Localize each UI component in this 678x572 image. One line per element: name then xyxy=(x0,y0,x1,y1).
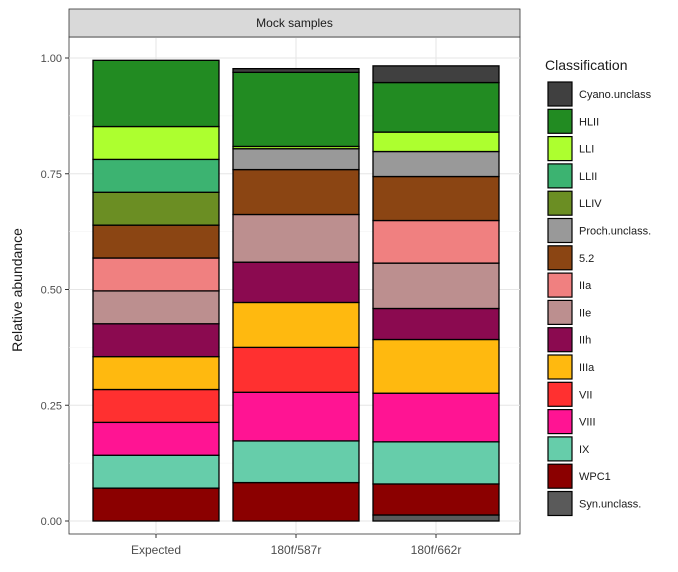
bar-segment-180f-587r-iiia xyxy=(232,301,360,349)
legend-key-vii xyxy=(547,381,573,407)
bar-segment-180f-662r-viii xyxy=(372,392,500,443)
bar-segment-180f-662r-iia xyxy=(372,219,500,264)
bar-segment-180f-662r-proch-unclass xyxy=(372,150,500,178)
x-tick-label: 180f/662r xyxy=(411,543,462,557)
y-tick-label: 0.50 xyxy=(41,285,62,297)
legend-key-llii xyxy=(547,163,573,189)
bar-segment-180f-587r-hlii xyxy=(232,71,360,148)
legend-key-iiia xyxy=(547,354,573,380)
bar-segment-expected-iiia xyxy=(92,355,220,391)
bar-segment-expected-hlii xyxy=(92,59,220,128)
bar-segment-expected-llii xyxy=(92,158,220,193)
bar-segment-expected-iie xyxy=(92,290,220,325)
bar-segment-180f-662r-ix xyxy=(372,441,500,485)
legend-label-hlii: HLII xyxy=(579,116,599,128)
bar-segment-180f-662r-syn-unclass xyxy=(372,514,500,522)
legend-key-lliv xyxy=(547,190,573,216)
bar-segment-180f-587r-viii xyxy=(232,391,360,442)
legend-label-proch-unclass: Proch.unclass. xyxy=(579,226,651,238)
legend-key-viii xyxy=(547,409,573,435)
legend-key-ix xyxy=(547,436,573,462)
legend-key-iie xyxy=(547,299,573,325)
bar-segment-expected-vii xyxy=(92,388,220,424)
bar-segment-expected-lliv xyxy=(92,191,220,226)
legend-label-5-2: 5.2 xyxy=(579,253,594,265)
legend-key-cyano-unclass xyxy=(547,81,573,107)
bar-segment-expected-5-2 xyxy=(92,224,220,259)
legend-label-wpc1: WPC1 xyxy=(579,471,611,483)
bar-segment-180f-662r-hlii xyxy=(372,81,500,133)
legend-label-iiia: IIIa xyxy=(579,362,595,374)
legend-label-iie: IIe xyxy=(579,307,591,319)
x-tick-label: 180f/587r xyxy=(271,543,322,557)
legend: Cyano.unclass HLII LLI LLII LLIV Proch.unclas… xyxy=(547,81,652,517)
bar-segment-180f-587r-cyano-unclass xyxy=(232,67,360,74)
legend-label-syn-unclass: Syn.unclass. xyxy=(579,499,641,511)
legend-label-llii: LLII xyxy=(579,171,597,183)
y-tick-label: 0.75 xyxy=(41,169,62,181)
bar-segment-180f-662r-iie xyxy=(372,262,500,310)
bar-segment-180f-587r-vii xyxy=(232,346,360,393)
bar-segment-180f-587r-proch-unclass xyxy=(232,148,360,171)
legend-label-lli: LLI xyxy=(579,144,594,156)
legend-label-viii: VIII xyxy=(579,417,596,429)
legend-label-ix: IX xyxy=(579,444,590,456)
y-axis: 0.00 0.25 0.50 0.75 1.00 xyxy=(41,53,69,528)
bar-segment-180f-587r-5-2 xyxy=(232,168,360,216)
y-tick-label: 0.25 xyxy=(41,400,62,412)
legend-label-vii: VII xyxy=(579,389,592,401)
facet-label: Mock samples xyxy=(256,16,333,30)
y-tick-label: 0.00 xyxy=(41,516,62,528)
y-axis-title: Relative abundance xyxy=(9,228,25,352)
bar-segment-expected-viii xyxy=(92,421,220,456)
legend-title: Classification xyxy=(545,57,627,73)
bar-segment-180f-662r-lli xyxy=(372,131,500,153)
bar-segment-180f-587r-iih xyxy=(232,261,360,304)
legend-key-wpc1 xyxy=(547,463,573,489)
legend-label-cyano-unclass: Cyano.unclass xyxy=(579,89,652,101)
legend-key-syn-unclass xyxy=(547,490,573,517)
bars-group xyxy=(92,59,500,522)
bar-segment-expected-wpc1 xyxy=(92,487,220,522)
legend-key-iia xyxy=(547,272,573,298)
bar-segment-180f-587r-ix xyxy=(232,440,360,484)
bar-segment-expected-ix xyxy=(92,454,220,489)
legend-key-iih xyxy=(547,327,573,353)
y-tick-label: 1.00 xyxy=(41,53,62,65)
bar-segment-180f-587r-wpc1 xyxy=(232,481,360,522)
x-tick-label: Expected xyxy=(131,543,181,557)
bar-segment-expected-iih xyxy=(92,323,220,358)
legend-key-hlii xyxy=(547,108,573,134)
x-axis: Expected 180f/587r 180f/662r xyxy=(131,534,461,557)
bar-segment-180f-662r-iih xyxy=(372,307,500,341)
bar-segment-180f-587r-iie xyxy=(232,213,360,263)
bar-segment-180f-662r-5-2 xyxy=(372,175,500,222)
legend-key-5-2 xyxy=(547,245,573,271)
bar-segment-180f-662r-wpc1 xyxy=(372,483,500,516)
facet-strip xyxy=(68,8,521,38)
legend-label-iih: IIh xyxy=(579,335,591,347)
bar-segment-expected-lli xyxy=(92,125,220,161)
legend-key-proch-unclass xyxy=(547,217,573,244)
bar-segment-180f-662r-cyano-unclass xyxy=(372,65,500,84)
legend-key-lli xyxy=(547,136,573,162)
legend-label-iia: IIa xyxy=(579,280,592,292)
legend-label-lliv: LLIV xyxy=(579,198,602,210)
bar-segment-expected-iia xyxy=(92,257,220,292)
bar-segment-180f-662r-iiia xyxy=(372,338,500,394)
